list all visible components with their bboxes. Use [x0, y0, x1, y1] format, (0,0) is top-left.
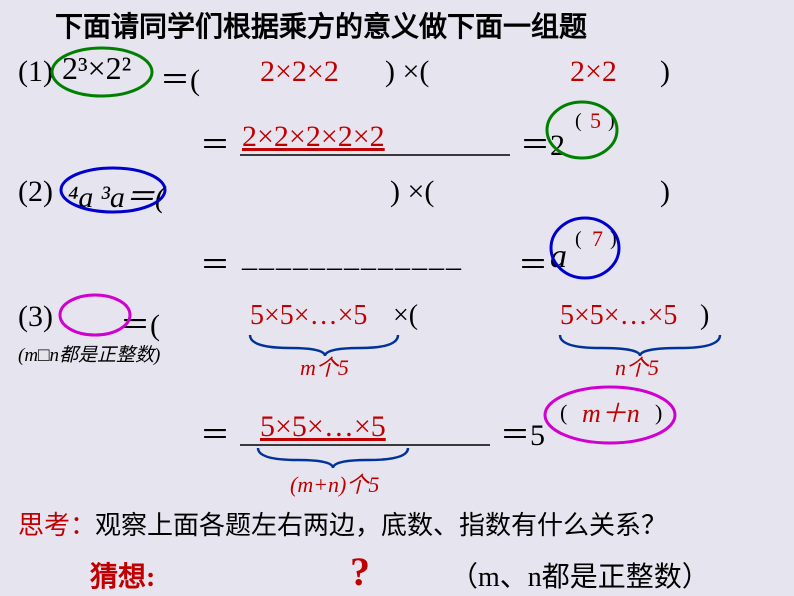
page-title: 下面请同学们根据乘方的意义做下面一组题 — [55, 5, 587, 45]
q3-subnote: (m□n都是正整数) — [18, 340, 160, 367]
q3-eq2: ＝ — [200, 410, 230, 454]
q2-exp-val: 7 — [592, 226, 603, 252]
q3-label: (3) — [18, 300, 53, 334]
q1-eq: ＝( — [160, 55, 200, 99]
q2-eq: ＝ — [200, 240, 230, 284]
thinking-label: 思考： — [18, 505, 96, 542]
q3-res-eq: ＝5 — [500, 410, 545, 454]
thinking-text: 观察上面各题左右两边，底数、指数有什么关系？ — [95, 505, 667, 542]
brace2-label: n个5 — [615, 350, 659, 382]
q2-mid: ) ×( — [390, 175, 434, 209]
q2-label: (2) — [18, 175, 53, 209]
guess-label: 猜想: — [90, 555, 155, 595]
q1-exp-close: ) — [608, 110, 615, 133]
q1-label: (1) — [18, 55, 53, 89]
q1-mid: ) ×( — [385, 55, 429, 89]
guess-paren: （m、n都是正整数） — [450, 555, 710, 595]
q3-exp-val: m＋n — [582, 393, 640, 430]
q2-base: a — [550, 238, 567, 276]
q3-fill2: 5×5×…×5 — [560, 300, 677, 332]
q1-close: ) — [660, 55, 670, 89]
q3-fill1: 5×5×…×5 — [250, 300, 367, 332]
q1-exp-open: ( — [575, 110, 582, 133]
q2-blank: _____________ — [242, 240, 463, 274]
brace1-label: m个5 — [300, 350, 349, 382]
q1-res-eq: ＝2 — [520, 120, 565, 164]
brace3-label: (m+n)个5 — [290, 467, 379, 499]
q1-lhs: 2³×2² — [62, 50, 131, 87]
q3-exp-open: ( — [560, 400, 567, 426]
q3-eq: ＝( — [120, 300, 160, 344]
brace-3 — [258, 448, 408, 468]
q3-exp-close: ) — [655, 400, 662, 426]
q1-fill1: 2×2×2 — [260, 55, 339, 89]
q1-exp-val: 5 — [590, 108, 601, 134]
q3-expand: 5×5×…×5 — [260, 410, 386, 444]
q1-expand: 2×2×2×2×2 — [242, 120, 385, 154]
q2-exp-open: ( — [575, 228, 582, 251]
q2-exp-close: ) — [610, 228, 617, 251]
q3-close: ) — [700, 300, 709, 332]
q1-fill2: 2×2 — [570, 55, 617, 89]
q1-eq2: ＝ — [200, 120, 230, 164]
q2-lhs: ⁴a ³a＝( — [68, 172, 165, 216]
q2-close: ) — [660, 175, 670, 209]
q2-res-eq: ＝ — [518, 240, 548, 284]
q3-mid: ×( — [393, 300, 418, 332]
question-mark: ? — [350, 548, 370, 595]
